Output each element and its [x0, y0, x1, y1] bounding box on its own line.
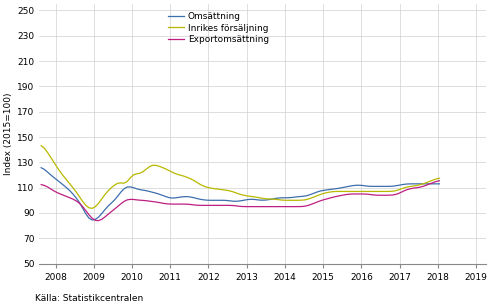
- Omsättning: [229, 199, 235, 203]
- Inrikes försäljning: [277, 198, 283, 202]
- Exportomsättning: [143, 199, 149, 202]
- Omsättning: [287, 196, 293, 199]
- Exportomsättning: [64, 195, 70, 198]
- Line: Omsättning: Omsättning: [41, 168, 439, 220]
- Exportomsättning: [287, 205, 293, 209]
- Exportomsättning: [306, 203, 312, 207]
- Exportomsättning: [229, 204, 235, 207]
- Omsättning: [89, 218, 95, 222]
- Line: Inrikes försäljning: Inrikes försäljning: [41, 146, 439, 208]
- Omsättning: [306, 193, 312, 197]
- Inrikes försäljning: [143, 167, 149, 171]
- Exportomsättning: [96, 219, 102, 223]
- Exportomsättning: [436, 179, 442, 183]
- Exportomsättning: [38, 183, 44, 186]
- Exportomsättning: [277, 205, 283, 209]
- Omsättning: [64, 186, 70, 190]
- Legend: Omsättning, Inrikes försäljning, Exportomsättning: Omsättning, Inrikes försäljning, Exporto…: [164, 9, 273, 47]
- Inrikes försäljning: [38, 144, 44, 147]
- Inrikes försäljning: [229, 190, 235, 193]
- Omsättning: [38, 166, 44, 170]
- Inrikes försäljning: [64, 178, 70, 182]
- Inrikes försäljning: [306, 197, 312, 201]
- Inrikes försäljning: [436, 176, 442, 180]
- Text: Källa: Statistikcentralen: Källa: Statistikcentralen: [35, 294, 143, 303]
- Line: Exportomsättning: Exportomsättning: [41, 181, 439, 221]
- Inrikes försäljning: [89, 206, 95, 210]
- Y-axis label: Index (2015=100): Index (2015=100): [4, 93, 13, 175]
- Inrikes försäljning: [287, 199, 293, 202]
- Omsättning: [436, 182, 442, 186]
- Omsättning: [143, 189, 149, 192]
- Omsättning: [277, 196, 283, 200]
